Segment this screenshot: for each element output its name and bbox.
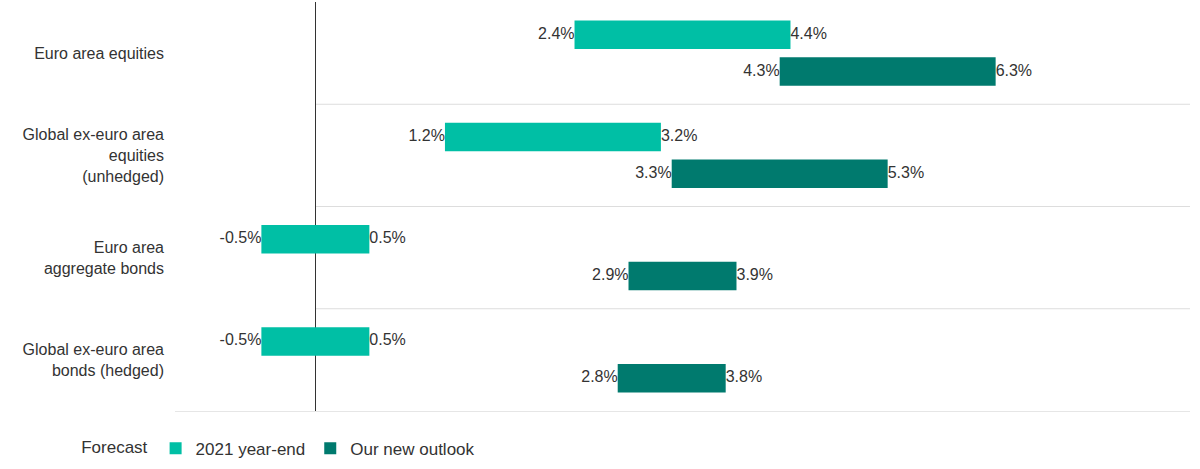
svg-text:1.2%: 1.2% — [408, 127, 444, 144]
svg-text:Forecast: Forecast — [81, 438, 147, 457]
svg-text:Our new outlook: Our new outlook — [350, 440, 474, 459]
svg-text:2.4%: 2.4% — [538, 25, 574, 42]
svg-text:Euro area equities: Euro area equities — [34, 45, 164, 62]
svg-text:6.3%: 6.3% — [996, 62, 1032, 79]
svg-text:2.8%: 2.8% — [581, 368, 617, 385]
svg-text:3.9%: 3.9% — [736, 266, 772, 283]
svg-text:2.9%: 2.9% — [592, 266, 628, 283]
svg-text:5.3%: 5.3% — [888, 164, 924, 181]
svg-text:Global ex-euro areaequities(un: Global ex-euro areaequities(unhedged) — [23, 126, 165, 185]
svg-text:3.3%: 3.3% — [635, 164, 671, 181]
svg-text:Euro areaaggregate bonds: Euro areaaggregate bonds — [44, 239, 164, 277]
svg-text:0.5%: 0.5% — [369, 331, 405, 348]
svg-text:4.3%: 4.3% — [743, 62, 779, 79]
svg-text:2021 year-end: 2021 year-end — [196, 440, 306, 459]
svg-text:4.4%: 4.4% — [790, 25, 826, 42]
svg-text:Global ex-euro areabonds (hedg: Global ex-euro areabonds (hedged) — [23, 341, 165, 379]
svg-text:-0.5%: -0.5% — [220, 229, 262, 246]
svg-text:3.2%: 3.2% — [661, 127, 697, 144]
svg-text:-0.5%: -0.5% — [220, 331, 262, 348]
svg-text:0.5%: 0.5% — [369, 229, 405, 246]
svg-text:3.8%: 3.8% — [726, 368, 762, 385]
